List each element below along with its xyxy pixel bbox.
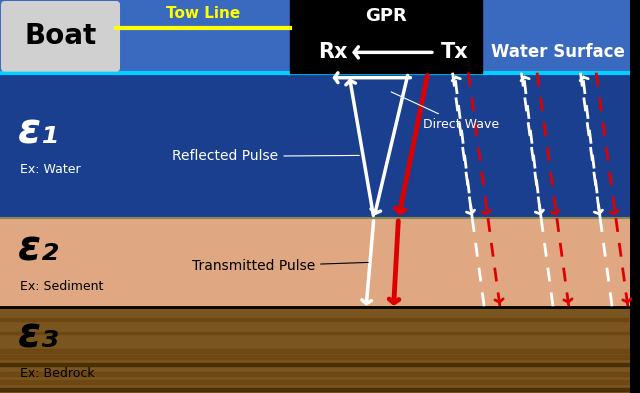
- Bar: [0, 387, 630, 391]
- Bar: [0, 0, 630, 73]
- Text: Rx: Rx: [318, 42, 348, 62]
- FancyBboxPatch shape: [1, 1, 120, 72]
- Text: Ex: Bedrock: Ex: Bedrock: [20, 367, 94, 380]
- Bar: [0, 380, 630, 384]
- Text: Boat: Boat: [25, 22, 97, 50]
- Text: ε₁: ε₁: [18, 110, 59, 152]
- Bar: [0, 340, 630, 343]
- Bar: [0, 362, 630, 365]
- Bar: [0, 371, 630, 376]
- Bar: [0, 354, 630, 358]
- Bar: [0, 332, 630, 334]
- Bar: [290, 0, 482, 73]
- Bar: [0, 218, 630, 307]
- Bar: [0, 310, 630, 312]
- Text: Ex: Water: Ex: Water: [20, 163, 80, 176]
- Bar: [0, 307, 630, 393]
- Text: Ex: Sediment: Ex: Sediment: [20, 280, 103, 293]
- Text: Water Surface: Water Surface: [491, 43, 625, 61]
- Text: Reflected Pulse: Reflected Pulse: [172, 149, 359, 163]
- Bar: [0, 318, 630, 321]
- Text: Transmitted Pulse: Transmitted Pulse: [192, 259, 368, 273]
- Text: ε₃: ε₃: [18, 315, 59, 357]
- Bar: [0, 327, 630, 329]
- Bar: [0, 349, 630, 353]
- Text: Tx: Tx: [441, 42, 468, 62]
- Text: ε₂: ε₂: [18, 227, 59, 269]
- Text: GPR: GPR: [365, 7, 407, 25]
- Text: Tow Line: Tow Line: [166, 6, 240, 20]
- Text: Direct Wave: Direct Wave: [391, 92, 499, 131]
- Bar: [0, 73, 630, 218]
